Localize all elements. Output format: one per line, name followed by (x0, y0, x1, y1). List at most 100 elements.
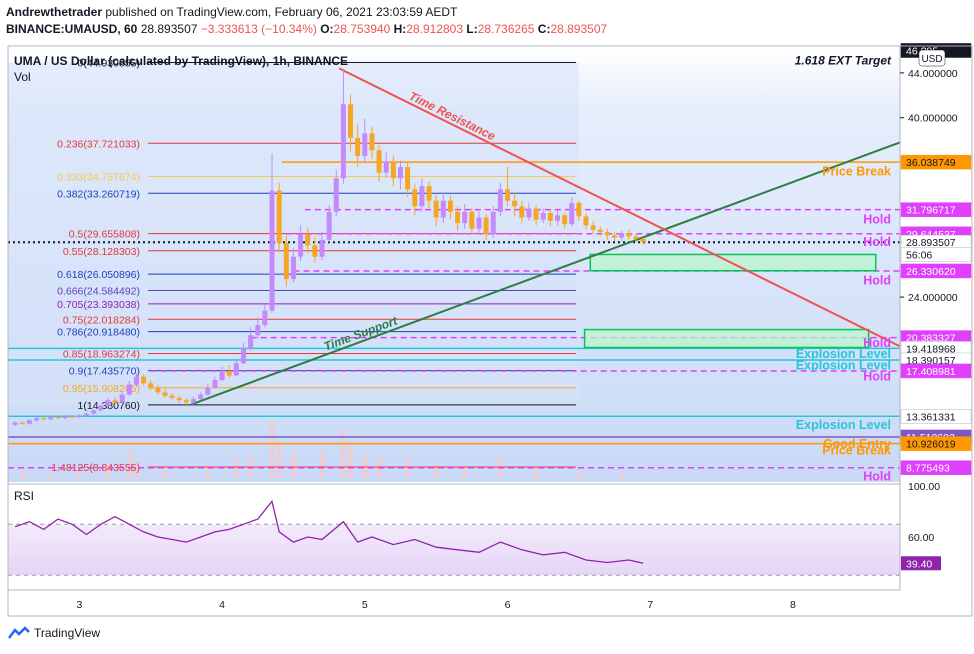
volume-bar (162, 469, 167, 478)
candle-body (126, 384, 132, 395)
candle-body (519, 206, 525, 218)
publisher-line: Andrewthetrader published on TradingView… (6, 5, 457, 19)
candle-body (412, 189, 418, 207)
candle-body (576, 202, 582, 217)
candle-body (169, 395, 175, 398)
trendline (338, 67, 900, 348)
last-price: 28.893507 (140, 22, 198, 36)
fib-level-label: 0.705(23.393038) (57, 299, 140, 311)
price-label-box (900, 460, 972, 475)
currency-badge[interactable]: USD (921, 54, 942, 65)
candle-body (540, 213, 546, 220)
volume-bar (105, 463, 110, 478)
candle-body (383, 161, 389, 173)
volume-bar (405, 460, 410, 478)
ohlc-line: BINANCE:UMAUSD, 60 28.893507 −3.333613 (… (6, 22, 607, 36)
level-annotation: Hold (863, 469, 891, 483)
volume-bar (341, 430, 346, 478)
price-label-text: 13.361331 (906, 411, 956, 423)
level-annotation: Price Break (822, 165, 891, 179)
time-tick-label: 8 (790, 599, 796, 611)
candle-body (112, 400, 118, 403)
candle-body (34, 418, 40, 421)
price-axis-bg (900, 46, 972, 590)
candle-body (255, 325, 261, 336)
candle-body (640, 238, 646, 243)
level-annotation: Explosion Level (796, 347, 891, 361)
candle-body (133, 376, 139, 385)
candle-body (83, 413, 89, 416)
close-label: C: (537, 22, 551, 36)
currency-badge-box[interactable] (918, 49, 946, 67)
candle-body (248, 335, 254, 349)
candle-body (505, 189, 511, 201)
volume-bar (134, 460, 139, 478)
price-label-box (900, 202, 972, 217)
candle-body (69, 416, 75, 418)
footer-brand-text: TradingView (34, 626, 101, 640)
candle-body (283, 243, 289, 280)
volume-bar (277, 442, 282, 478)
candle-body (326, 211, 332, 240)
open-label: O: (320, 22, 334, 36)
fib-level-label: 0.9(17.435770) (69, 366, 140, 378)
price-label-text: 56:06 (906, 249, 932, 261)
candle-body (191, 399, 197, 403)
candle-body (119, 394, 125, 403)
volume-label: Vol (14, 70, 31, 84)
rsi-label: RSI (14, 489, 34, 503)
candle-body (212, 380, 218, 388)
high-value: 28.912803 (406, 22, 464, 36)
candle-body (141, 376, 147, 384)
level-annotation: 1.618 EXT Target (795, 54, 892, 68)
rsi-pane (8, 499, 900, 576)
rsi-last-label: 39.40 (906, 558, 932, 570)
author-name[interactable]: Andrewthetrader (6, 5, 103, 19)
level-annotation: Explosion Level (796, 418, 891, 432)
main-pane: 0(44.930855) 0.236(37.721033) 0.333(34.757… (8, 54, 900, 483)
high-label: H: (393, 22, 407, 36)
candle-body (226, 371, 232, 376)
symbol-name[interactable]: BINANCE:UMAUSD, 60 (6, 22, 138, 36)
footer-brand[interactable]: TradingView (8, 626, 100, 640)
candle-body (447, 200, 453, 212)
candle-body (355, 137, 361, 156)
volume-bar (576, 472, 581, 478)
rsi-tick-label: 60.00 (908, 532, 934, 544)
volume-bar (291, 454, 296, 478)
candle-body (319, 239, 325, 257)
green-zone-box (583, 328, 870, 349)
fib-level-label: 0.55(28.128303) (63, 246, 140, 258)
candle-body (497, 189, 503, 212)
volume-bar (534, 469, 539, 478)
close-value: 28.893507 (550, 22, 608, 36)
level-annotation: Hold (863, 213, 891, 227)
time-tick-label: 5 (362, 599, 368, 611)
candle-body (612, 235, 618, 238)
fib-level-label: 1(14.380760) (78, 400, 140, 412)
volume-bar (20, 472, 25, 478)
candle-body (597, 229, 603, 233)
candle-body (62, 416, 68, 419)
low-value: 28.736265 (477, 22, 535, 36)
rsi-line (14, 499, 644, 564)
candle-body (333, 178, 339, 212)
level-annotation: Hold (863, 370, 891, 384)
candle-body (276, 190, 282, 244)
candle-body (590, 225, 596, 230)
candle-body (340, 104, 346, 179)
candle-body (583, 216, 589, 226)
candle-body (148, 383, 154, 388)
candle-body (419, 186, 425, 207)
candle-body (390, 161, 396, 179)
candle-body (626, 233, 632, 237)
price-label-text: 8.775493 (906, 463, 950, 475)
price-label-text: 10.926019 (906, 439, 956, 451)
candle-body (483, 217, 489, 235)
candle-body (305, 234, 311, 246)
tradingview-logo-icon (8, 626, 30, 639)
candle-body (362, 133, 368, 156)
publish-info: published on TradingView.com, February 0… (105, 5, 458, 19)
price-label-text: 31.796717 (906, 205, 956, 217)
